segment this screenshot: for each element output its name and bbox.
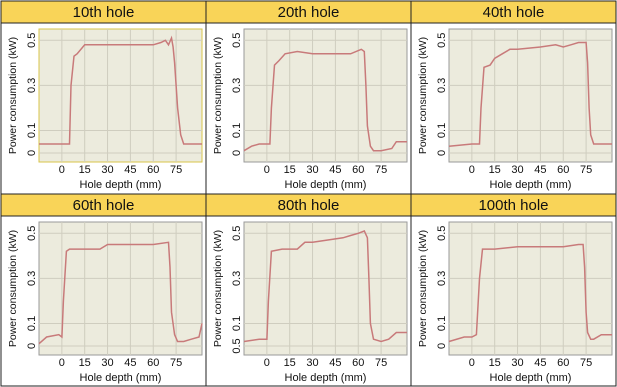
y-tick-label: 0.3 <box>26 78 38 93</box>
chart-title: 40th hole <box>483 4 545 21</box>
y-tick-label: 0.5 <box>26 226 38 241</box>
x-tick-label: 75 <box>580 357 592 369</box>
x-tick-label: 45 <box>124 357 136 369</box>
x-axis-label: Hole depth (mm) <box>285 372 367 384</box>
x-axis-label: Hole depth (mm) <box>490 372 572 384</box>
plot-area <box>243 28 408 163</box>
x-tick-label: 30 <box>306 164 318 176</box>
data-line <box>448 243 612 343</box>
chart-title: 100th hole <box>478 197 548 214</box>
x-tick-label: 75 <box>580 164 592 176</box>
plot-area <box>38 28 203 163</box>
y-tick-label: 0.5 <box>26 33 38 48</box>
x-tick-label: 45 <box>124 164 136 176</box>
plot-area <box>448 28 613 163</box>
chart-title: 20th hole <box>278 4 340 21</box>
chart-panel: 80th hole 0 15 30 45 60 75 0.5 0.1 0.3 0.5 Hole dep… <box>205 193 412 387</box>
x-tick-label: 75 <box>375 164 387 176</box>
y-tick-label: 0.1 <box>436 123 448 138</box>
x-tick-label: 60 <box>557 164 569 176</box>
chart-title: 10th hole <box>73 4 135 21</box>
x-tick-label: 0 <box>469 164 475 176</box>
y-tick-label: 0 <box>436 343 448 349</box>
chart-panel: 20th hole 0 15 30 45 60 75 0 0.1 0.3 0.5 Hole depth… <box>205 0 412 195</box>
x-tick-label: 0 <box>264 164 270 176</box>
x-tick-label: 45 <box>534 357 546 369</box>
y-tick-label: 0.3 <box>26 271 38 286</box>
y-tick-label: 0.5 <box>436 33 448 48</box>
x-tick-label: 75 <box>170 357 182 369</box>
y-axis-label: Power consumption (kW) <box>417 230 429 347</box>
y-tick-label: 0.1 <box>26 123 38 138</box>
x-tick-label: 45 <box>329 357 341 369</box>
y-tick-label: 0.5 <box>436 226 448 241</box>
x-tick-label: 15 <box>489 357 501 369</box>
x-tick-label: 30 <box>306 357 318 369</box>
x-tick-label: 15 <box>79 357 91 369</box>
x-tick-label: 0 <box>469 357 475 369</box>
x-tick-label: 15 <box>284 357 296 369</box>
x-axis-label: Hole depth (mm) <box>80 179 162 191</box>
y-tick-label: 0 <box>436 150 448 156</box>
data-line <box>39 35 202 145</box>
x-tick-label: 45 <box>329 164 341 176</box>
x-tick-label: 30 <box>511 357 523 369</box>
y-tick-label: 0.1 <box>231 316 243 331</box>
x-tick-label: 60 <box>352 357 364 369</box>
y-tick-label: 0.3 <box>436 78 448 93</box>
x-tick-label: 30 <box>101 164 113 176</box>
x-tick-label: 30 <box>101 357 113 369</box>
y-tick-label: 0.5 <box>231 33 243 48</box>
panel-header <box>410 193 617 217</box>
y-axis-label: Power consumption (kW) <box>7 230 19 347</box>
x-tick-label: 45 <box>534 164 546 176</box>
y-axis-label: Power consumption (kW) <box>417 37 429 154</box>
y-tick-label: 0.1 <box>26 316 38 331</box>
data-line <box>448 41 612 147</box>
y-tick-label: 0.5 <box>231 226 243 241</box>
y-tick-label: 0 <box>231 150 243 156</box>
x-axis-label: Hole depth (mm) <box>285 179 367 191</box>
y-tick-label: 0 <box>26 150 38 156</box>
chart-panel: 100th hole 0 15 30 45 60 75 0 0.1 0.3 0.5 Hole dept… <box>410 193 617 387</box>
panel-header <box>410 0 617 24</box>
x-tick-label: 15 <box>79 164 91 176</box>
y-tick-label: 0.1 <box>231 123 243 138</box>
y-tick-label: 0.3 <box>231 271 243 286</box>
chart-title: 80th hole <box>278 197 340 214</box>
x-tick-label: 60 <box>147 357 159 369</box>
data-line <box>243 230 407 343</box>
y-tick-label: 0.5 <box>231 338 243 353</box>
chart-panel: 10th hole 0 15 30 45 60 75 0 0.1 0.3 0.5 Hole depth… <box>0 0 207 195</box>
x-tick-label: 60 <box>147 164 159 176</box>
chart-panel: 60th hole 0 15 30 45 60 75 0 0.1 0.3 0.5 Hole depth… <box>0 193 207 387</box>
y-axis-label: Power consumption (kW) <box>212 230 224 347</box>
x-tick-label: 75 <box>170 164 182 176</box>
y-axis-label: Power consumption (kW) <box>7 37 19 154</box>
data-line <box>243 48 407 152</box>
plot-area <box>243 221 408 356</box>
chart-panel: 40th hole 0 15 30 45 60 75 0 0.1 0.3 0.5 Hole depth… <box>410 0 617 195</box>
x-tick-label: 15 <box>489 164 501 176</box>
data-line <box>38 241 203 345</box>
x-tick-label: 30 <box>511 164 523 176</box>
y-axis-label: Power consumption (kW) <box>212 37 224 154</box>
x-tick-label: 75 <box>375 357 387 369</box>
x-tick-label: 0 <box>264 357 270 369</box>
y-tick-label: 0 <box>26 343 38 349</box>
x-tick-label: 0 <box>59 164 65 176</box>
x-tick-label: 0 <box>59 357 65 369</box>
x-tick-label: 60 <box>557 357 569 369</box>
plot-area <box>448 221 613 356</box>
x-axis-label: Hole depth (mm) <box>80 372 162 384</box>
y-tick-label: 0.3 <box>231 78 243 93</box>
y-tick-label: 0.1 <box>436 316 448 331</box>
x-tick-label: 15 <box>284 164 296 176</box>
x-axis-label: Hole depth (mm) <box>490 179 572 191</box>
x-tick-label: 60 <box>352 164 364 176</box>
chart-title: 60th hole <box>73 197 135 214</box>
y-tick-label: 0.3 <box>436 271 448 286</box>
